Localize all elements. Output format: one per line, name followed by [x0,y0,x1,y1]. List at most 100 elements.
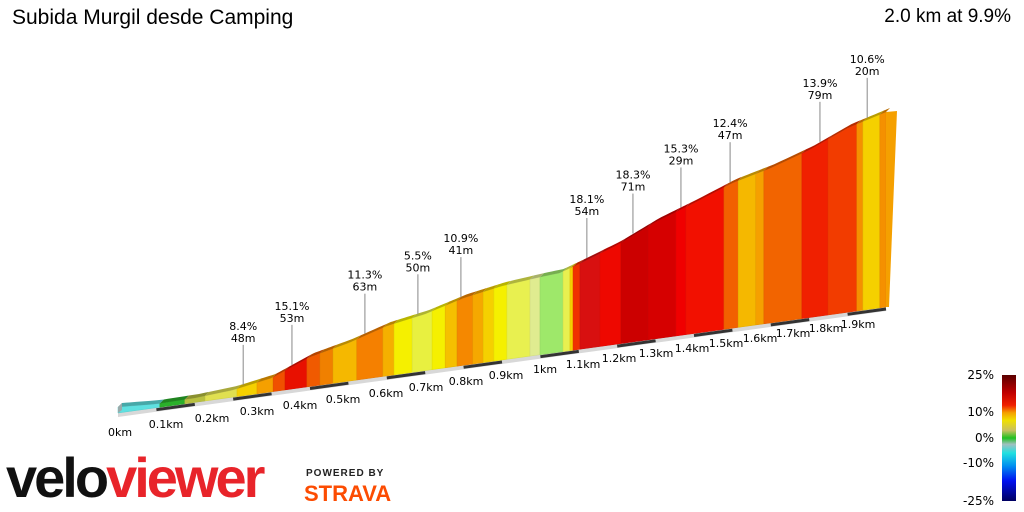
segment-top-face [621,222,652,243]
gradient-segment [562,267,571,352]
segment-top-face [647,207,680,227]
gradient-segment [579,253,601,350]
distance-band [232,392,272,401]
x-tick-label: 0.9km [489,369,524,382]
gradient-segment [755,170,765,326]
logo-viewer: viewer [106,446,265,509]
x-tick-label: 0.1km [149,418,184,431]
powered-by-label: POWERED BY [306,468,385,479]
x-tick-label: 1.2km [602,352,637,365]
segment-top-face [333,335,361,349]
gradient-segment [879,111,887,309]
x-tick-label: 0.2km [195,412,230,425]
gradient-segment [319,348,334,386]
logo-velo: velo [6,446,109,509]
segment-top-face [493,280,511,289]
x-tick-label: 1km [533,363,557,376]
segment-top-face [483,284,498,292]
annotation-length: 63m [353,281,378,294]
annotation-gradient: 18.3% [615,169,650,182]
x-tick-label: 0.7km [409,381,444,394]
gradient-segment [647,211,677,341]
annotation-gradient: 12.4% [713,117,748,130]
segment-top-face [394,314,417,324]
segment-top-face [763,149,806,171]
distance-band [616,339,656,348]
strava-logo: STRAVA [304,481,392,506]
segment-top-face [184,391,210,400]
segment-top-face [237,378,262,389]
segment-top-face [685,183,728,207]
profile-start-face [118,403,122,413]
annotation-length: 41m [449,244,474,257]
distance-band [540,349,580,359]
x-tick-label: 1.4km [675,342,710,355]
gradient-segment [675,206,687,337]
segment-top-face [257,373,278,383]
annotation-length: 47m [718,129,743,142]
distance-band [693,328,733,337]
legend-label: -10% [962,456,994,470]
x-tick-label: 0.5km [326,393,361,406]
x-tick-label: 1.6km [743,332,778,345]
segment-top-face [862,110,884,122]
x-tick-label: 0.6km [369,387,404,400]
climb-title: Subida Murgil desde Camping [12,6,294,29]
gradient-segment [856,121,864,312]
annotation-gradient: 11.3% [347,269,382,282]
annotation-gradient: 8.4% [229,320,257,333]
segment-top-face [506,275,535,285]
gradient-segment [306,353,321,388]
segment-top-face [432,301,450,312]
gradient-segment [482,288,495,363]
gradient-segment [493,284,508,362]
annotation-gradient: 5.5% [404,249,432,262]
segment-top-face [356,323,387,340]
annotation-length: 20m [855,65,880,78]
veloviewer-logo: veloviewer [6,450,265,506]
segment-top-face [273,366,290,378]
segment-top-face [285,354,311,371]
gradient-segment [444,300,458,369]
legend-label: -25% [962,494,994,508]
gradient-segment [539,270,564,356]
gradient-segment [572,263,581,351]
distance-band [847,307,887,316]
x-tick-label: 1.9km [841,318,876,331]
annotation-length: 29m [669,154,694,167]
gradient-segment [393,317,413,376]
segment-top-face [205,384,242,396]
x-tick-label: 1.5km [709,337,744,350]
gradient-segment [411,310,433,373]
segment-top-face [599,238,626,254]
segment-top-face [755,166,768,174]
segment-top-face [319,344,338,354]
segment-top-face [879,108,890,115]
gradient-segment [506,279,531,360]
gradient-legend-bar [1002,375,1016,501]
legend-label: 10% [967,405,994,419]
gradient-segment [827,123,858,316]
x-tick-label: 1.7km [776,327,811,340]
annotation-gradient: 15.1% [274,300,309,313]
segment-top-face [472,287,488,296]
segment-top-face [828,120,861,140]
annotation-length: 53m [280,312,305,325]
gradient-segment [723,180,739,330]
segment-top-face [569,262,578,269]
annotation-gradient: 10.9% [443,232,478,245]
annotation-gradient: 10.6% [850,53,885,66]
x-tick-label: 0km [108,426,132,439]
segment-top-face [675,202,690,212]
x-tick-label: 1.3km [639,347,674,360]
annotation-gradient: 18.1% [569,193,604,206]
annotation-length: 79m [808,89,833,102]
x-tick-label: 0.3km [240,405,275,418]
segment-top-face [723,176,743,188]
profile-end-face [886,111,897,307]
gradient-segment [737,173,757,328]
gradient-segment [801,138,829,319]
segment-top-face [738,169,760,181]
segment-top-face [540,267,568,278]
distance-band [156,402,196,412]
